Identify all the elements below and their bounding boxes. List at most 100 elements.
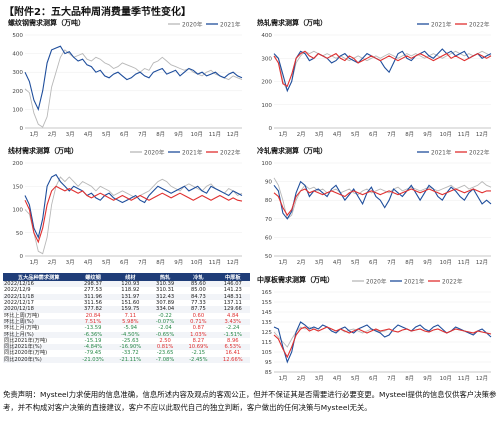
table-header-cell: 热轧	[149, 273, 182, 282]
table-row-label: 2022/12/16	[3, 281, 75, 288]
y-tick-label: 90	[265, 180, 273, 186]
series-line	[24, 45, 243, 112]
y-tick-label: 115	[261, 340, 272, 346]
table-cell: -0.07%	[149, 318, 182, 326]
y-tick-label: 200	[12, 161, 23, 167]
x-tick-label: 4月	[333, 259, 342, 266]
table-cell: 137.11	[223, 300, 242, 307]
table-cell: 377.82	[74, 306, 112, 313]
table-cell: -2.24	[226, 325, 240, 332]
y-tick-label: 60	[265, 235, 273, 241]
series-line	[24, 49, 243, 128]
x-tick-label: 2月	[48, 259, 57, 266]
table-row-label: 2020/12/18	[3, 306, 75, 313]
table-cell: -21.03%	[74, 356, 112, 364]
x-tick-label: 6月	[120, 259, 129, 266]
x-tick-label: 7月	[387, 259, 396, 266]
x-tick-label: 9月	[174, 131, 183, 138]
x-tick-label: 4月	[333, 375, 342, 382]
table-cell: 8.27	[192, 337, 205, 344]
x-tick-label: 1月	[279, 375, 288, 382]
x-tick-label: 2月	[297, 259, 306, 266]
table-cell: 118.92	[121, 287, 140, 294]
table-row-label: 同比2020年(万吨)	[4, 350, 48, 357]
x-tick-label: 7月	[387, 131, 396, 138]
table-cell: 6.53%	[215, 344, 250, 351]
x-tick-label: 3月	[315, 375, 324, 382]
table-cell: 312.43	[149, 293, 182, 301]
y-tick-label: 135	[261, 320, 272, 326]
legend-label: 2021年	[431, 21, 452, 29]
x-tick-label: 2月	[297, 131, 306, 138]
x-tick-label: 11月	[209, 131, 221, 138]
y-tick-label: 0	[19, 254, 23, 260]
x-tick-label: 7月	[387, 375, 396, 382]
table-row: 2022/12/9 277.53 118.92 310.31 85.00 141.23	[3, 287, 250, 293]
series-line	[273, 180, 492, 220]
y-tick-label: 300	[261, 56, 272, 62]
table-cell: 298.37	[74, 281, 112, 288]
y-tick-label: 50	[265, 254, 273, 260]
x-tick-label: 8月	[405, 131, 414, 138]
series-line	[273, 48, 492, 93]
x-tick-label: 12月	[227, 259, 239, 266]
x-tick-label: 3月	[66, 131, 75, 138]
legend-label: 2020年	[144, 149, 165, 157]
x-tick-label: 5月	[102, 259, 111, 266]
y-tick-label: 200	[261, 80, 272, 86]
table-cell: 0.81%	[149, 344, 182, 351]
x-tick-label: 5月	[351, 259, 360, 266]
series-line	[273, 50, 492, 87]
x-tick-label: 10月	[440, 131, 452, 138]
table-cell: 2.50	[159, 337, 171, 344]
table-header-row: 五大品种需求测算 螺纹钢 线材 热轧 冷轧 中厚板	[3, 273, 250, 282]
x-tick-label: 11月	[458, 259, 470, 266]
x-tick-label: 2月	[297, 375, 306, 382]
table-row-label: 同比2021年(%)	[3, 344, 75, 351]
y-tick-label: 125	[261, 330, 272, 336]
table-cell: 307.89	[156, 300, 175, 307]
table-cell: 7.51%	[74, 318, 112, 326]
x-tick-label: 11月	[209, 259, 221, 266]
legend-label: 2022年	[220, 149, 241, 157]
table-cell: -79.45	[84, 350, 102, 357]
x-tick-label: 12月	[476, 375, 488, 382]
x-tick-label: 9月	[423, 375, 432, 382]
table-cell: 311.96	[74, 293, 112, 301]
table-row: 同比2020年(万吨) -79.45 -33.72 -23.65 -2.15 16.41	[3, 350, 250, 356]
x-tick-label: 11月	[458, 375, 470, 382]
table-row: 2020/12/18 377.82 159.75 334.04 87.75 129.66	[3, 306, 250, 313]
chart-title: 线材需求测算（万吨）	[8, 146, 78, 155]
table-row-label: 环比上周(%)	[3, 318, 75, 326]
x-tick-label: 4月	[84, 131, 93, 138]
table-header-cell: 中厚板	[215, 273, 250, 282]
table-row-label: 2022/11/18	[3, 293, 75, 301]
table-cell: 7.11	[124, 312, 137, 319]
legend-label: 2021年	[431, 149, 452, 157]
chart-title: 中厚板需求测算（万吨）	[257, 275, 334, 284]
table-cell: 131.97	[111, 293, 150, 301]
table-row-label: 2022/12/9	[4, 287, 31, 294]
table-row-label: 环比上月(万吨)	[4, 325, 40, 332]
table-cell: -2.15	[191, 350, 206, 357]
table-row-label: 同比2020年(%)	[3, 356, 75, 364]
legend-label: 2020年	[182, 21, 203, 29]
table-row-label: 2022/12/17	[4, 300, 34, 307]
x-tick-label: 9月	[423, 259, 432, 266]
table-row-label: 环比上月(%)	[3, 331, 75, 338]
table-row: 环比上周(%) 7.51% 5.98% -0.07% 0.71% 3.43%	[3, 318, 250, 326]
x-tick-label: 3月	[315, 259, 324, 266]
table-cell: 310.39	[149, 281, 182, 288]
legend-label: 2020年	[366, 278, 387, 286]
y-tick-label: 70	[265, 217, 273, 223]
table-cell: 84.73	[181, 293, 216, 301]
x-tick-label: 1月	[279, 259, 288, 266]
table-row-label: 环比上周(万吨)	[4, 312, 40, 319]
series-line	[273, 321, 492, 364]
table-cell: -23.65	[156, 350, 174, 357]
x-tick-label: 10月	[191, 259, 203, 266]
table-cell: 277.53	[83, 287, 103, 294]
table-cell: -1.51%	[215, 331, 250, 338]
chart-rebar-demand: 螺纹钢需求测算（万吨） 2020年 2021年 0 100 200 300 400 500 1月 2…	[8, 18, 243, 138]
y-tick-label: 100	[261, 103, 272, 109]
